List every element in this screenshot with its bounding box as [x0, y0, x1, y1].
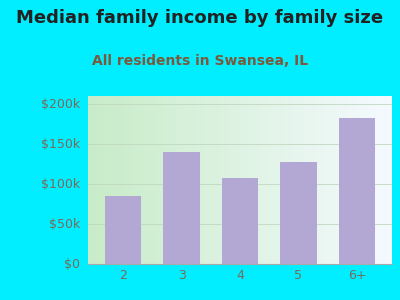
Bar — [164, 152, 200, 264]
Bar — [339, 118, 375, 264]
Text: $0: $0 — [64, 257, 80, 271]
Text: All residents in Swansea, IL: All residents in Swansea, IL — [92, 54, 308, 68]
Text: $50k: $50k — [49, 218, 80, 230]
Bar — [222, 178, 258, 264]
Bar — [280, 162, 316, 264]
Text: $150k: $150k — [41, 137, 80, 151]
Text: $100k: $100k — [41, 178, 80, 190]
Bar — [105, 196, 141, 264]
Text: $200k: $200k — [41, 98, 80, 110]
Text: Median family income by family size: Median family income by family size — [16, 9, 384, 27]
